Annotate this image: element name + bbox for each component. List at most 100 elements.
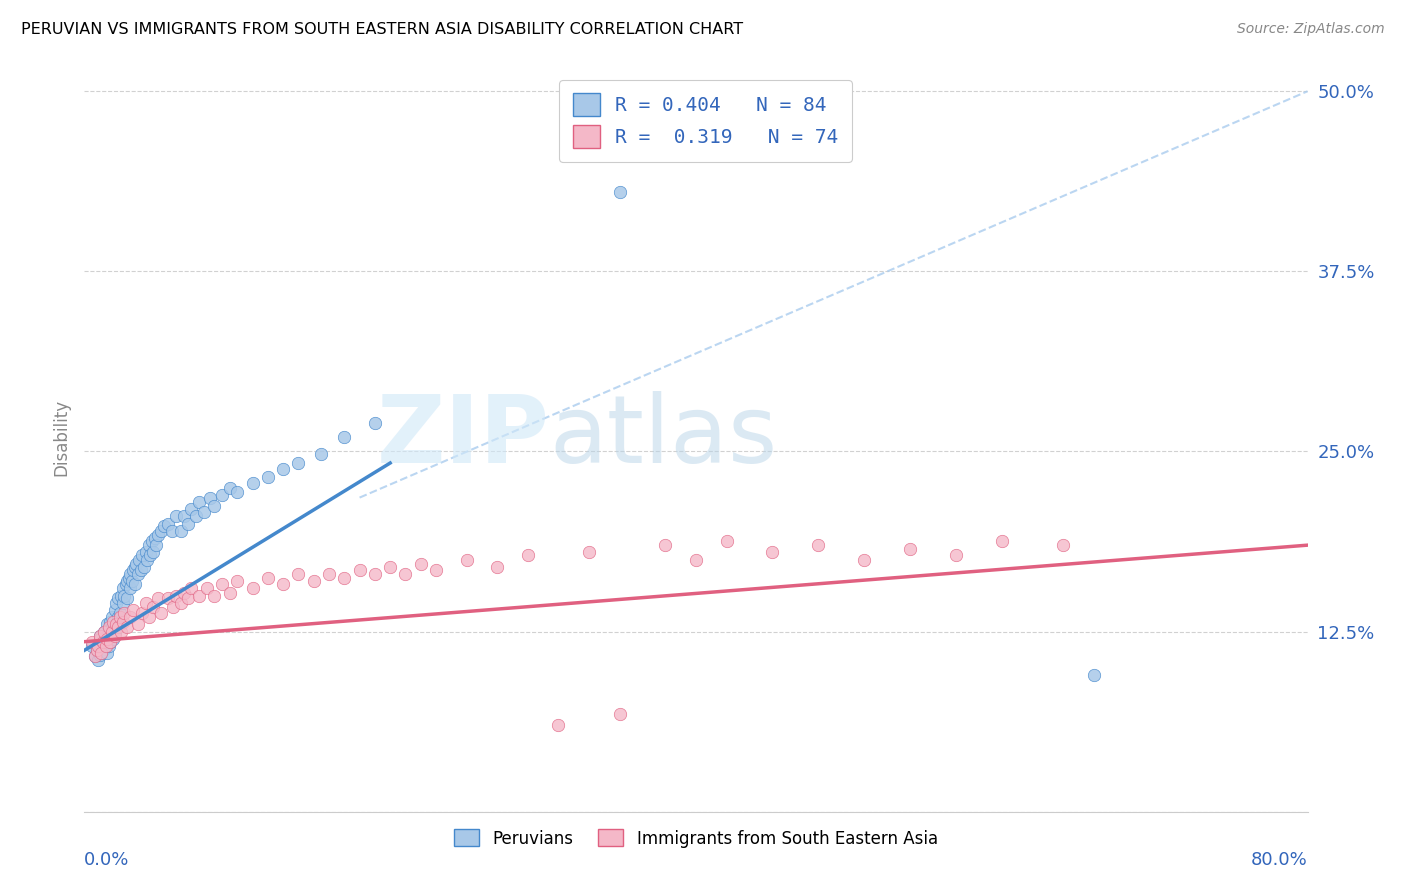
Point xyxy=(257,571,280,585)
Point xyxy=(132,559,155,574)
Point xyxy=(211,488,233,502)
Point xyxy=(84,649,107,664)
Point xyxy=(761,545,783,559)
Point xyxy=(89,634,111,648)
Point xyxy=(103,632,125,646)
Point xyxy=(84,649,107,664)
Point xyxy=(716,533,738,548)
Point xyxy=(145,538,167,552)
Point xyxy=(149,524,172,538)
Point xyxy=(685,552,707,566)
Point xyxy=(110,589,132,603)
Point xyxy=(93,641,115,656)
Point xyxy=(115,620,138,634)
Point xyxy=(121,574,143,589)
Point xyxy=(654,538,676,552)
Point xyxy=(364,566,387,581)
Legend: Peruvians, Immigrants from South Eastern Asia: Peruvians, Immigrants from South Eastern… xyxy=(446,821,946,855)
Point xyxy=(409,557,432,571)
Point xyxy=(226,574,249,589)
Point xyxy=(110,624,132,639)
Point xyxy=(120,582,142,596)
Point xyxy=(80,639,103,653)
Point xyxy=(101,610,124,624)
Point xyxy=(287,566,309,581)
Point xyxy=(160,524,183,538)
Point xyxy=(114,577,136,591)
Point xyxy=(93,624,115,639)
Point xyxy=(394,566,416,581)
Text: atlas: atlas xyxy=(550,391,778,483)
Point xyxy=(364,416,387,430)
Point xyxy=(807,538,830,552)
Point xyxy=(170,524,193,538)
Point xyxy=(131,548,153,562)
Point xyxy=(98,634,121,648)
Point xyxy=(122,603,145,617)
Point xyxy=(96,617,118,632)
Point xyxy=(111,582,134,596)
Point xyxy=(202,589,225,603)
Point xyxy=(142,600,165,615)
Text: ZIP: ZIP xyxy=(377,391,550,483)
Point xyxy=(89,629,111,643)
Point xyxy=(945,548,967,562)
Point xyxy=(108,606,131,620)
Point xyxy=(218,481,240,495)
Point xyxy=(129,563,152,577)
Point xyxy=(138,610,160,624)
Point xyxy=(131,606,153,620)
Point xyxy=(898,542,921,557)
Point xyxy=(97,622,120,636)
Point xyxy=(991,533,1014,548)
Point xyxy=(146,591,169,606)
Point xyxy=(318,566,340,581)
Point xyxy=(112,606,135,620)
Point xyxy=(127,566,149,581)
Point xyxy=(271,462,294,476)
Point xyxy=(257,470,280,484)
Point xyxy=(226,484,249,499)
Point xyxy=(138,538,160,552)
Point xyxy=(105,596,128,610)
Point xyxy=(97,620,120,634)
Point xyxy=(578,545,600,559)
Point xyxy=(90,646,112,660)
Point xyxy=(124,577,146,591)
Point xyxy=(87,653,110,667)
Point xyxy=(105,617,128,632)
Point xyxy=(1052,538,1074,552)
Point xyxy=(107,610,129,624)
Point xyxy=(211,577,233,591)
Point xyxy=(1083,668,1105,682)
Point xyxy=(107,620,129,634)
Point xyxy=(103,615,125,629)
Point xyxy=(853,552,876,566)
Point xyxy=(115,574,138,589)
Point xyxy=(177,591,200,606)
Point xyxy=(153,519,176,533)
Point xyxy=(120,610,142,624)
Point xyxy=(86,643,108,657)
Point xyxy=(97,639,120,653)
Point xyxy=(180,502,202,516)
Point xyxy=(112,589,135,603)
Point xyxy=(173,509,195,524)
Text: PERUVIAN VS IMMIGRANTS FROM SOUTH EASTERN ASIA DISABILITY CORRELATION CHART: PERUVIAN VS IMMIGRANTS FROM SOUTH EASTER… xyxy=(21,22,744,37)
Point xyxy=(122,563,145,577)
Point xyxy=(333,571,356,585)
Point xyxy=(93,624,115,639)
Point xyxy=(195,582,218,596)
Point xyxy=(118,571,141,585)
Point xyxy=(141,533,163,548)
Point xyxy=(104,603,127,617)
Text: 0.0%: 0.0% xyxy=(84,851,129,869)
Point xyxy=(80,634,103,648)
Point xyxy=(136,552,159,566)
Point xyxy=(188,589,211,603)
Point xyxy=(202,500,225,514)
Point xyxy=(135,596,157,610)
Point xyxy=(165,589,187,603)
Point xyxy=(98,634,121,648)
Text: Source: ZipAtlas.com: Source: ZipAtlas.com xyxy=(1237,22,1385,37)
